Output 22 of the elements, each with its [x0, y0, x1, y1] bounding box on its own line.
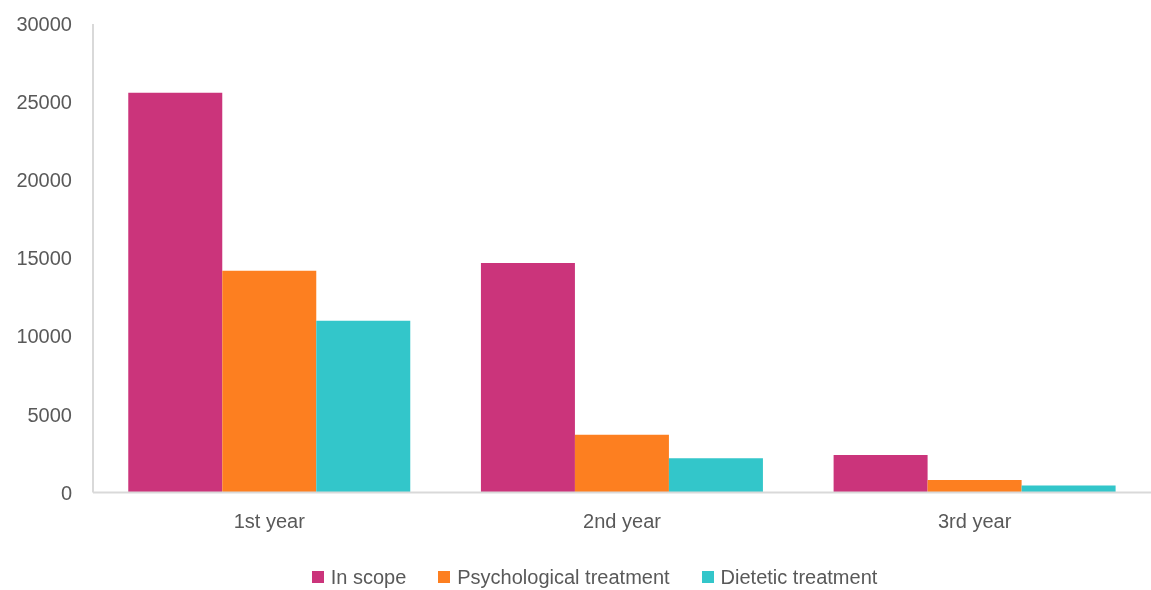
- y-tick-label: 20000: [16, 169, 72, 192]
- legend-label: In scope: [330, 565, 407, 589]
- x-tick-label: 3rd year: [937, 509, 1012, 532]
- bar: [128, 92, 223, 493]
- bar: [574, 434, 669, 493]
- bar: [480, 262, 575, 493]
- legend-label: Psychological treatment: [457, 565, 670, 589]
- bar: [1021, 485, 1116, 493]
- y-tick-label: 30000: [16, 13, 72, 36]
- bar: [222, 270, 317, 493]
- bar: [927, 480, 1022, 493]
- y-tick-label: 15000: [16, 247, 72, 270]
- y-tick-label: 25000: [16, 91, 72, 114]
- x-tick-label: 2nd year: [583, 509, 662, 532]
- y-tick-label: 10000: [16, 325, 72, 348]
- legend-label: Dietetic treatment: [720, 565, 878, 589]
- bar: [668, 458, 763, 493]
- y-tick-label: 0: [60, 481, 72, 504]
- y-tick-label: 5000: [27, 403, 72, 426]
- bar: [833, 455, 928, 493]
- bar: [316, 320, 411, 493]
- x-tick-label: 1st year: [233, 509, 306, 532]
